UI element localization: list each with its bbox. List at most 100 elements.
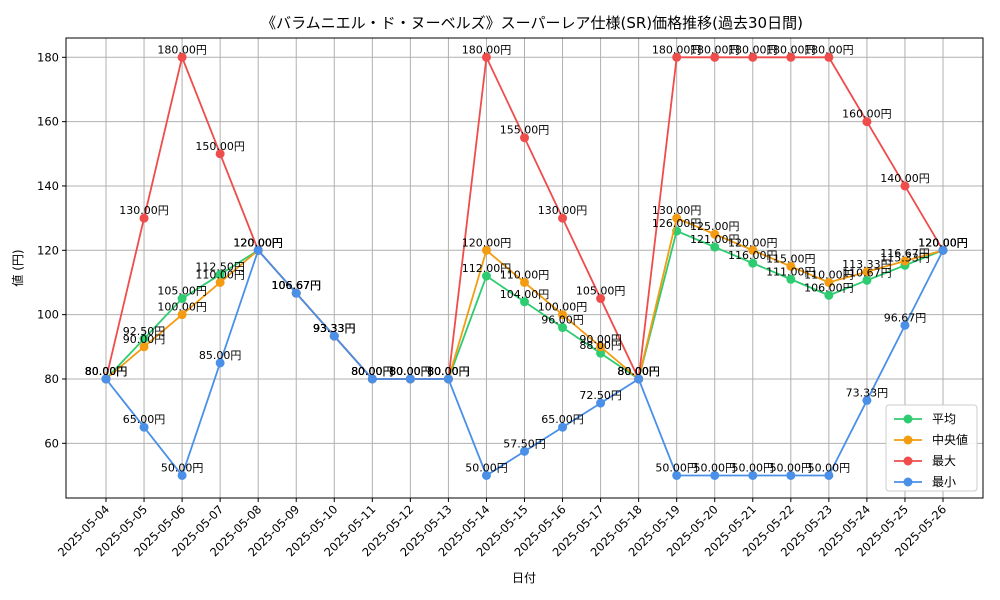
- data-label: 80.00円: [617, 365, 660, 378]
- data-point: [520, 277, 529, 287]
- data-label: 180.00円: [804, 43, 854, 56]
- data-point: [786, 52, 796, 62]
- data-point: [329, 331, 339, 341]
- legend-label: 中央値: [932, 432, 968, 447]
- data-point: [558, 323, 568, 333]
- series-最小: [101, 245, 948, 480]
- data-label: 90.00円: [123, 333, 166, 346]
- data-label: 50.00円: [161, 461, 204, 474]
- y-tick-label: 80: [44, 372, 59, 386]
- data-label: 80.00円: [389, 365, 432, 378]
- data-label: 115.00円: [766, 252, 816, 265]
- data-label: 106.67円: [271, 279, 321, 292]
- data-label: 50.00円: [693, 461, 736, 474]
- y-axis-label: 値 (円): [10, 249, 25, 286]
- data-point: [862, 117, 872, 127]
- data-point: [481, 470, 491, 480]
- data-label: 93.33円: [313, 322, 356, 335]
- data-label: 100.00円: [538, 301, 588, 314]
- data-label: 90.00円: [579, 333, 622, 346]
- data-label: 80.00円: [617, 365, 660, 378]
- data-label: 80.00円: [351, 365, 394, 378]
- data-label: 92.50円: [123, 325, 166, 338]
- data-label: 180.00円: [462, 43, 512, 56]
- data-label: 180.00円: [690, 43, 740, 56]
- chart-title: 《バラムニエル・ド・ヌーベルズ》スーパーレア仕様(SR)価格推移(過去30日間): [261, 14, 803, 32]
- data-point: [824, 277, 834, 287]
- data-point: [177, 310, 187, 320]
- data-label: 125.00円: [690, 220, 740, 233]
- data-label: 65.00円: [123, 413, 166, 426]
- data-label: 100.00円: [157, 301, 207, 314]
- data-point: [634, 374, 644, 384]
- data-point: [748, 245, 758, 255]
- x-axis-label: 日付: [512, 571, 536, 585]
- data-point: [862, 395, 872, 405]
- data-point: [900, 256, 910, 266]
- data-point: [215, 358, 225, 368]
- data-label: 50.00円: [732, 461, 775, 474]
- data-point: [443, 374, 453, 384]
- data-label: 106.67円: [271, 279, 321, 292]
- data-point: [786, 470, 796, 480]
- data-point: [558, 213, 568, 223]
- data-label: 65.00円: [541, 413, 584, 426]
- data-point: [177, 52, 187, 62]
- data-label: 80.00円: [427, 365, 470, 378]
- y-tick-label: 60: [44, 436, 59, 450]
- data-point: [824, 470, 834, 480]
- data-point: [748, 258, 758, 268]
- data-label: 120.00円: [233, 236, 283, 249]
- data-label: 113.33円: [842, 258, 892, 271]
- data-point: [748, 52, 758, 62]
- data-label: 105.00円: [157, 285, 207, 298]
- data-point: [672, 52, 682, 62]
- data-point: [405, 374, 415, 384]
- data-label: 121.00円: [690, 233, 740, 246]
- data-point: [139, 334, 149, 344]
- data-label: 120.00円: [918, 236, 968, 249]
- data-labels: 80.00円 92.50円 105.00円 112.50円 120.00円 106.67円…: [85, 43, 968, 474]
- data-point: [862, 275, 872, 285]
- data-label: 85.00円: [199, 349, 242, 362]
- data-label: 120.00円: [918, 236, 968, 249]
- legend-marker: [903, 477, 913, 487]
- data-point: [748, 470, 758, 480]
- y-axis-ticks: 60 80 100 120 140 160 180: [37, 50, 66, 450]
- series: [101, 52, 948, 480]
- data-label: 155.00円: [500, 124, 550, 137]
- data-label: 80.00円: [85, 365, 128, 378]
- data-point: [672, 213, 682, 223]
- data-label: 120.00円: [233, 236, 283, 249]
- data-label: 72.50円: [579, 389, 622, 402]
- data-point: [481, 52, 491, 62]
- data-point: [824, 52, 834, 62]
- data-label: 120.00円: [728, 236, 778, 249]
- data-label: 80.00円: [389, 365, 432, 378]
- data-label: 112.50円: [195, 260, 245, 273]
- legend-label: 最大: [932, 454, 956, 468]
- data-label: 126.00円: [652, 217, 702, 230]
- legend-marker: [903, 435, 913, 445]
- data-point: [786, 274, 796, 284]
- data-label: 110.00円: [804, 268, 854, 281]
- data-point: [558, 310, 568, 320]
- y-tick-label: 140: [37, 179, 59, 193]
- data-point: [139, 342, 149, 352]
- legend-marker: [903, 414, 913, 424]
- data-label: 180.00円: [766, 43, 816, 56]
- data-label: 106.00円: [804, 281, 854, 294]
- data-point: [596, 398, 606, 408]
- legend-box: [885, 404, 978, 492]
- data-label: 111.00円: [766, 265, 816, 278]
- data-label: 150.00円: [195, 140, 245, 153]
- data-label: 50.00円: [655, 461, 698, 474]
- data-label: 180.00円: [728, 43, 778, 56]
- data-point: [177, 294, 187, 304]
- data-point: [215, 149, 225, 159]
- data-label: 80.00円: [617, 365, 660, 378]
- data-point: [101, 374, 111, 384]
- data-label: 110.00円: [500, 268, 550, 281]
- data-label: 80.00円: [427, 365, 470, 378]
- data-label: 120.00円: [918, 236, 968, 249]
